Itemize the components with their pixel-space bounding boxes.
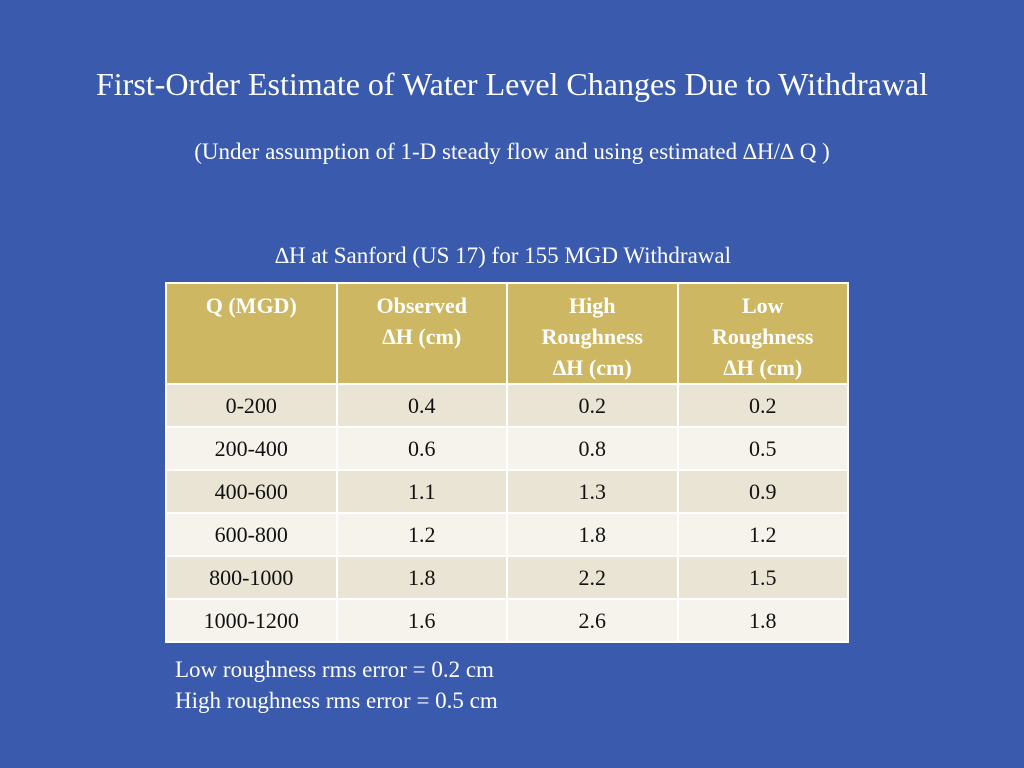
cell-q: 200-400 [165,426,338,471]
slide-subtitle: (Under assumption of 1-D steady flow and… [194,139,830,164]
column-header-high-roughness: High Roughness ∆H (cm) [506,282,679,385]
low-roughness-error-note: Low roughness rms error = 0.2 cm [175,657,494,682]
header-line: ∆H (cm) [723,355,803,380]
header-line: Roughness [712,324,814,349]
cell-high-roughness: 1.8 [506,512,679,557]
table-row: 600-800 1.2 1.8 1.2 [165,512,849,557]
high-roughness-error-note: High roughness rms error = 0.5 cm [175,688,498,713]
cell-observed: 1.8 [335,555,508,600]
header-row: Q (MGD) Observed ∆H (cm) High Roughness … [165,282,849,385]
cell-low-roughness: 1.8 [676,598,849,643]
cell-q: 1000-1200 [165,598,338,643]
table-body: 0-200 0.4 0.2 0.2 200-400 0.6 0.8 0.5 40… [165,383,849,643]
table-row: 800-1000 1.8 2.2 1.5 [165,555,849,600]
column-header-low-roughness: Low Roughness ∆H (cm) [676,282,849,385]
cell-high-roughness: 2.6 [506,598,679,643]
cell-low-roughness: 1.2 [676,512,849,557]
cell-low-roughness: 0.5 [676,426,849,471]
slide-title: First-Order Estimate of Water Level Chan… [95,66,929,102]
cell-high-roughness: 0.2 [506,383,679,428]
cell-q: 600-800 [165,512,338,557]
error-notes: Low roughness rms error = 0.2 cm High ro… [175,654,498,716]
header-line: Roughness [541,324,643,349]
header-line: ∆H (cm) [382,324,462,349]
cell-observed: 0.6 [335,426,508,471]
cell-observed: 1.6 [335,598,508,643]
cell-q: 400-600 [165,469,338,514]
header-line: Low [741,293,784,318]
cell-high-roughness: 2.2 [506,555,679,600]
cell-low-roughness: 0.9 [676,469,849,514]
table-caption: ∆H at Sanford (US 17) for 155 MGD Withdr… [274,243,732,268]
cell-high-roughness: 1.3 [506,469,679,514]
header-line: Q (MGD) [205,293,297,318]
table-row: 1000-1200 1.6 2.6 1.8 [165,598,849,643]
cell-low-roughness: 1.5 [676,555,849,600]
cell-observed: 0.4 [335,383,508,428]
cell-q: 0-200 [165,383,338,428]
cell-q: 800-1000 [165,555,338,600]
table-row: 0-200 0.4 0.2 0.2 [165,383,849,428]
header-line: ∆H (cm) [552,355,632,380]
table-row: 200-400 0.6 0.8 0.5 [165,426,849,471]
column-header-q: Q (MGD) [165,282,338,385]
column-header-observed: Observed ∆H (cm) [335,282,508,385]
table-row: 400-600 1.1 1.3 0.9 [165,469,849,514]
header-line: Observed [376,293,467,318]
header-line: High [569,293,616,318]
cell-observed: 1.1 [335,469,508,514]
cell-low-roughness: 0.2 [676,383,849,428]
data-table: Q (MGD) Observed ∆H (cm) High Roughness … [165,282,849,643]
cell-high-roughness: 0.8 [506,426,679,471]
cell-observed: 1.2 [335,512,508,557]
table-header: Q (MGD) Observed ∆H (cm) High Roughness … [165,282,849,385]
